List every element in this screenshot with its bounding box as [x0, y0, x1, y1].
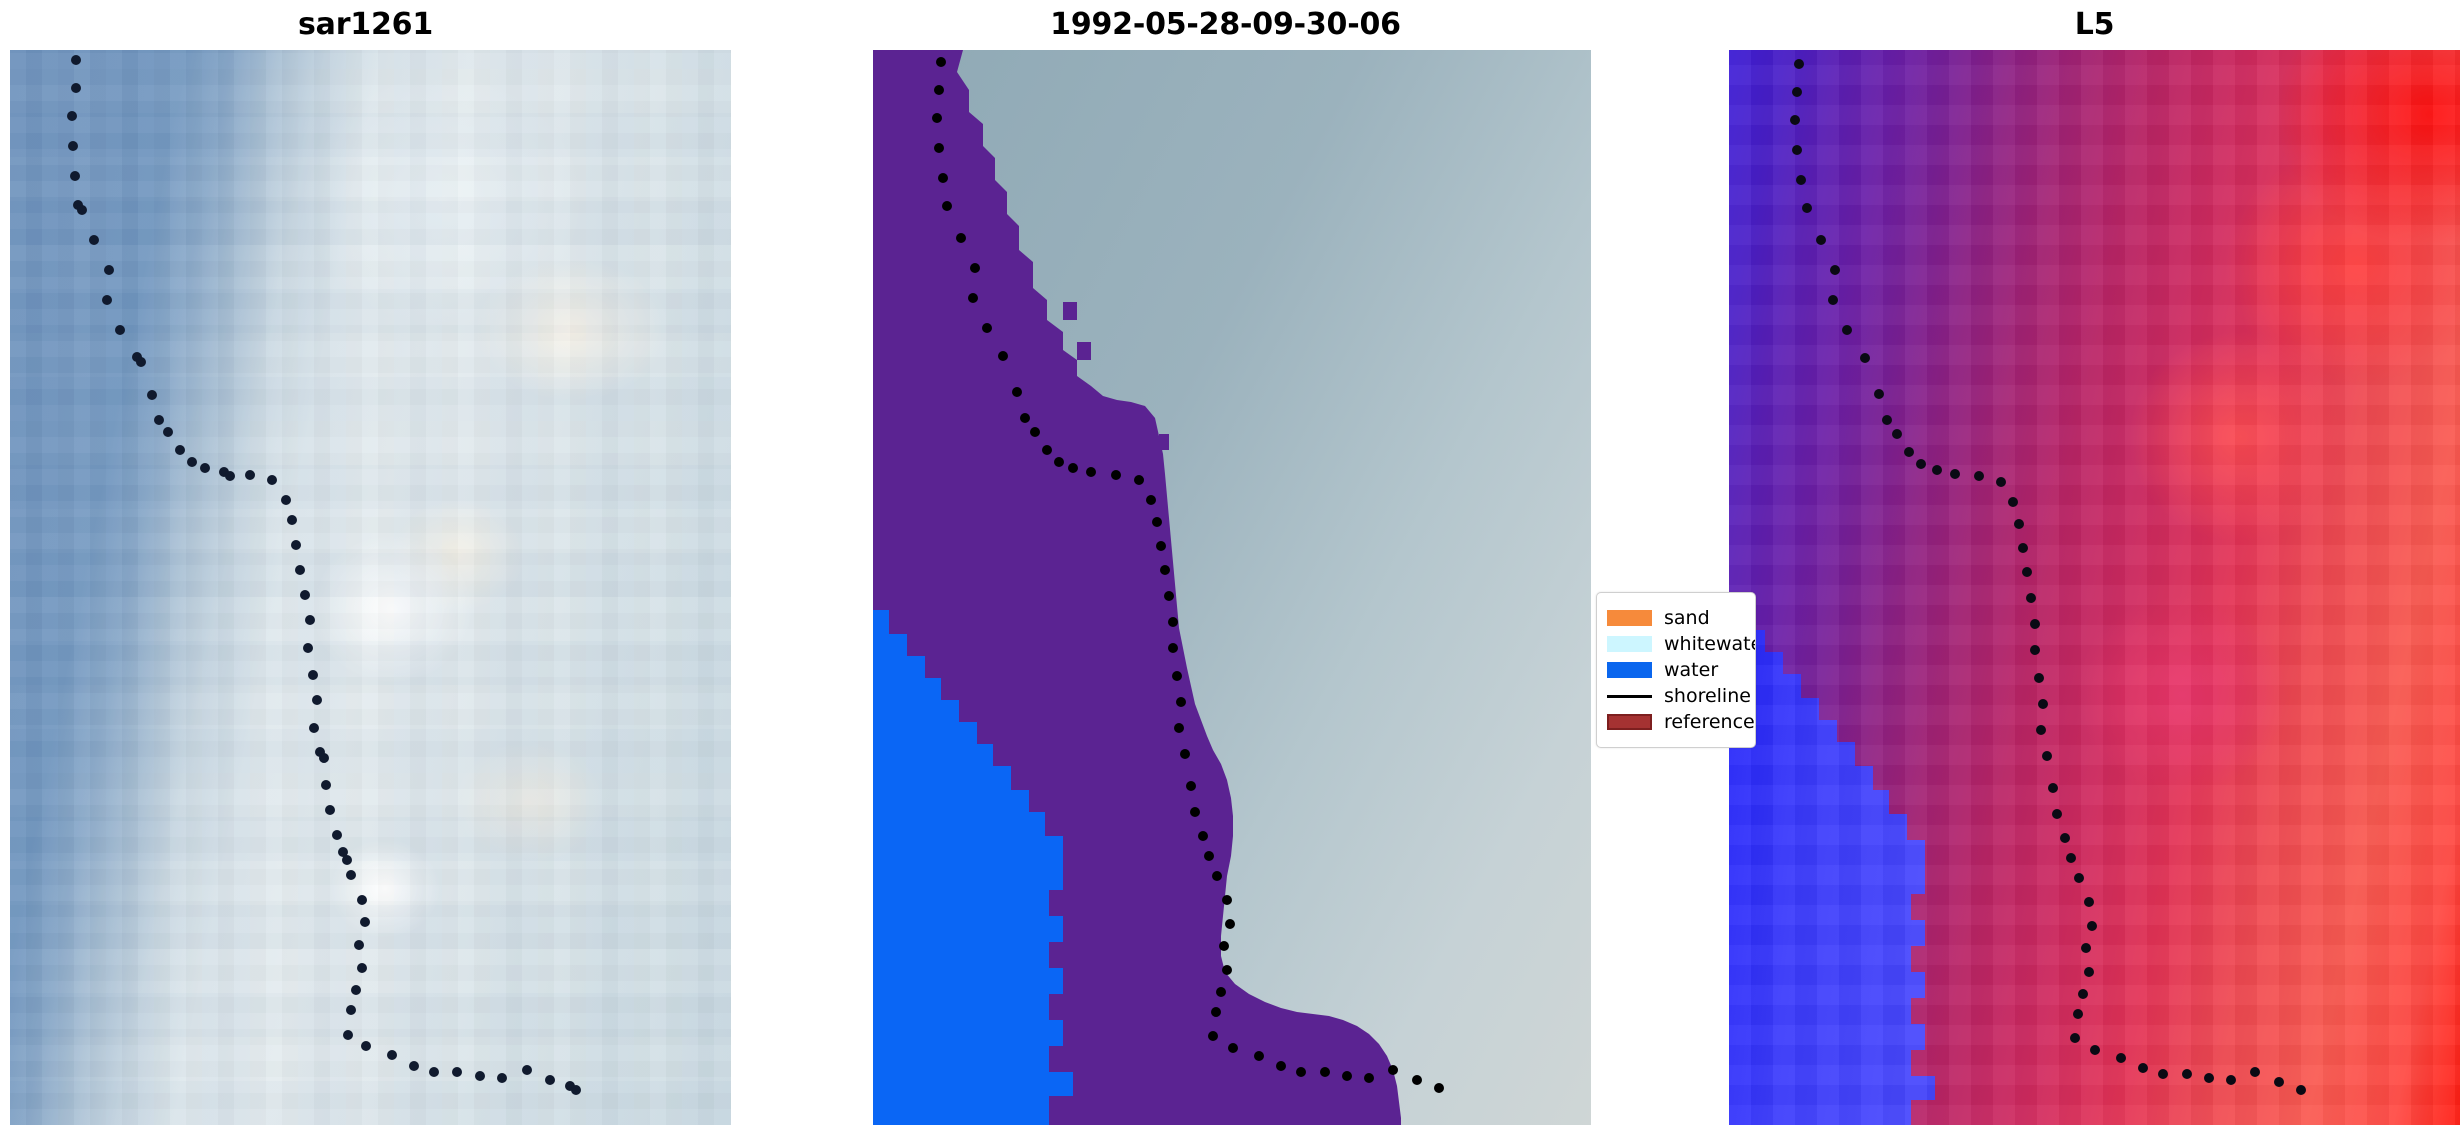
panel-title-3: L5	[2074, 7, 2115, 42]
pixel-texture-layer	[10, 50, 731, 1125]
legend-label-whitewater: whitewater	[1664, 633, 1755, 655]
legend-item-shoreline: shoreline	[1607, 683, 1751, 709]
shoreline-dots-3	[1790, 59, 2306, 1095]
panel-title-1: sar1261	[298, 7, 433, 42]
panel-image-3[interactable]	[1729, 50, 2460, 1125]
water-swatch-icon	[1607, 662, 1652, 678]
shoreline-dots-1	[67, 55, 581, 1095]
reference-shoreline-swatch-icon	[1607, 714, 1652, 730]
panel-image-1[interactable]	[10, 50, 731, 1125]
legend-label-sand: sand	[1664, 607, 1710, 629]
shoreline-line-icon	[1607, 694, 1652, 698]
legend-label-water: water	[1664, 659, 1719, 681]
water-region-layer	[1729, 606, 1935, 1125]
legend-item-water: water	[1607, 657, 1745, 683]
legend-label-reference-shoreline: reference shoreline	[1664, 711, 1755, 733]
panel-title-2: 1992-05-28-09-30-06	[1050, 7, 1401, 42]
classification-mask-layer	[873, 50, 1401, 1125]
legend-item-reference-shoreline: reference shoreline	[1607, 709, 1755, 735]
satellite-imagery-layer	[10, 50, 731, 1125]
panel-l5: L5	[1729, 0, 2460, 1140]
sand-swatch-icon	[1607, 610, 1652, 626]
panel-image-2[interactable]	[873, 50, 1591, 1125]
shoreline-dots-2	[932, 57, 1444, 1093]
panel-classified: 1992-05-28-09-30-06	[860, 0, 1591, 1140]
legend-label-shoreline: shoreline	[1664, 685, 1751, 707]
legend-item-sand: sand	[1607, 605, 1745, 631]
pixel-texture-layer-3	[1729, 50, 2460, 1125]
whitewater-swatch-icon	[1607, 636, 1652, 652]
legend-item-whitewater: whitewater	[1607, 631, 1755, 657]
legend-box: sand whitewater water shoreline referenc…	[1596, 592, 1756, 748]
pixel-texture-layer-coarse	[10, 50, 731, 1125]
panel-sar1261: sar1261	[0, 0, 731, 1140]
